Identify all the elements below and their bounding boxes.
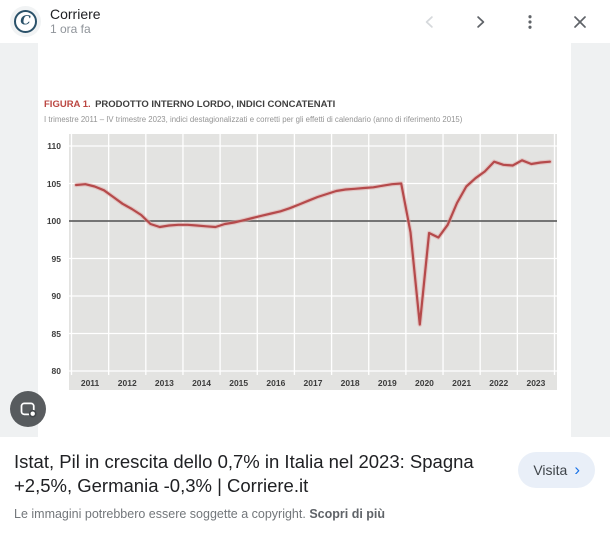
- figure-title: PRODOTTO INTERNO LORDO, INDICI CONCATENA…: [95, 99, 336, 110]
- result-title-line2: +2,5%, Germania -0,3% | Corriere.it: [14, 475, 309, 496]
- copyright-disclaimer: Le immagini potrebbero essere soggette a…: [14, 507, 596, 521]
- more-options-button[interactable]: [510, 2, 550, 42]
- learn-more-link[interactable]: Scopri di più: [309, 507, 386, 521]
- y-tick-label: 95: [51, 253, 61, 264]
- previous-image-button[interactable]: [410, 2, 450, 42]
- x-tick-label: 2017: [303, 378, 323, 388]
- chevron-left-icon: [425, 15, 433, 28]
- source-time: 1 ora fa: [50, 22, 91, 36]
- source-info[interactable]: C Corriere 1 ora fa: [10, 6, 101, 37]
- close-button[interactable]: [560, 2, 600, 42]
- result-title-link[interactable]: Istat, Pil in crescita dello 0,7% in Ita…: [14, 450, 506, 498]
- viewer-actions: [400, 2, 600, 42]
- source-avatar: C: [10, 6, 41, 37]
- chart-canvas: [69, 134, 557, 375]
- google-lens-button[interactable]: [10, 391, 46, 427]
- figure-subtitle: I trimestre 2011 – IV trimestre 2023, in…: [44, 115, 463, 124]
- more-vert-icon: [528, 14, 532, 29]
- y-tick-label: 110: [47, 141, 61, 151]
- y-tick-label: 105: [46, 178, 61, 189]
- x-tick-label: 2015: [229, 378, 249, 388]
- x-tick-label: 2023: [526, 378, 546, 388]
- x-tick-label: 2020: [414, 378, 434, 388]
- x-tick-label: 2011: [80, 378, 100, 388]
- figure-label: FIGURA 1.: [44, 99, 91, 110]
- x-tick-label: 2013: [154, 378, 174, 388]
- close-icon: [574, 15, 586, 28]
- y-tick-label: 85: [51, 328, 61, 339]
- x-tick-label: 2018: [340, 378, 360, 388]
- gdp-line-chart: 2011 2012 2013 2014 2015 2016 2017 2018 2019 2020…: [69, 134, 557, 390]
- chevron-right-icon: [477, 15, 485, 28]
- source-name[interactable]: Corriere: [50, 6, 101, 22]
- corriere-logo-icon: C: [14, 10, 37, 33]
- gdp-line-series: [74, 159, 551, 326]
- google-lens-icon: [20, 402, 37, 418]
- x-tick-label: 2022: [489, 378, 509, 388]
- x-axis-labels: 2011 2012 2013 2014 2015 2016 2017 2018 2019 2020…: [69, 378, 557, 390]
- x-tick-label: 2021: [452, 378, 472, 388]
- next-image-button[interactable]: [460, 2, 500, 42]
- figure-header: FIGURA 1. PRODOTTO INTERNO LORDO, INDICI…: [44, 94, 564, 124]
- x-tick-label: 2019: [377, 378, 397, 388]
- result-title-line1: Istat, Pil in crescita dello 0,7% in Ita…: [14, 451, 474, 472]
- result-footer: Istat, Pil in crescita dello 0,7% in Ita…: [0, 437, 610, 537]
- y-tick-label: 80: [51, 366, 61, 376]
- x-tick-label: 2014: [192, 378, 211, 388]
- y-axis-labels: 110 105 100 95 90 85 80: [38, 134, 64, 390]
- y-tick-label: 90: [51, 291, 61, 301]
- visit-button-label: Visita: [533, 462, 568, 478]
- copyright-text: Le immagini potrebbero essere soggette a…: [14, 507, 306, 521]
- visit-button[interactable]: Visita ›: [518, 452, 595, 488]
- y-tick-label: 100: [46, 216, 61, 226]
- x-tick-label: 2012: [117, 378, 137, 388]
- image-viewer-area: FIGURA 1. PRODOTTO INTERNO LORDO, INDICI…: [0, 43, 610, 437]
- gdp-line-halo: [73, 158, 553, 327]
- image-viewer-header: C Corriere 1 ora fa: [0, 0, 610, 43]
- x-tick-label: 2016: [266, 378, 286, 388]
- result-image[interactable]: FIGURA 1. PRODOTTO INTERNO LORDO, INDICI…: [38, 43, 571, 437]
- visit-chevron-icon: ›: [574, 459, 580, 479]
